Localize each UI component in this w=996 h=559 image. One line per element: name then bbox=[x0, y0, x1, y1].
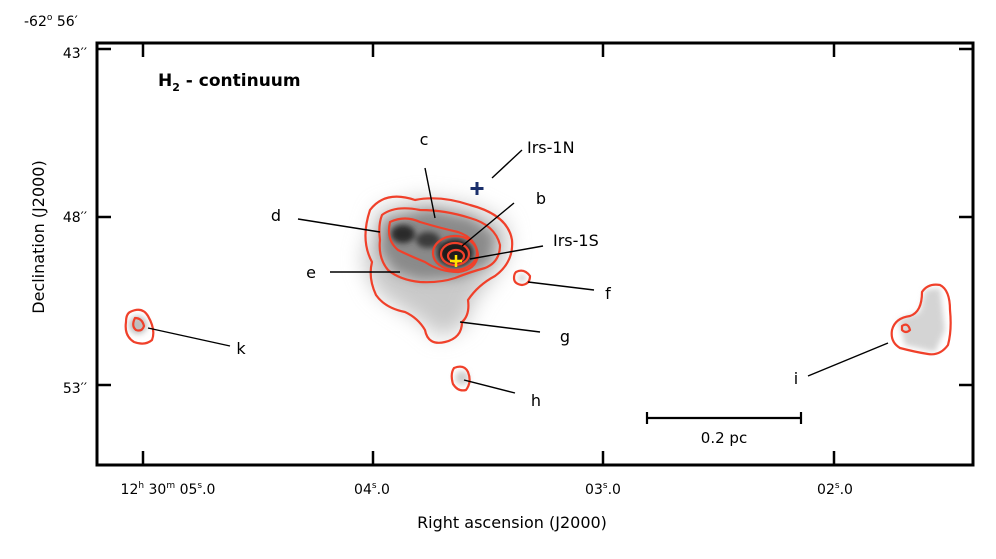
scale-bar bbox=[645, 412, 803, 424]
contour-inner bbox=[387, 217, 480, 274]
x-tick-03: 03s.0 bbox=[585, 481, 621, 498]
label-k: k bbox=[236, 339, 246, 358]
contour-i bbox=[890, 283, 952, 356]
feature-labels: c d e b Irs-1N Irs-1S f g h k i bbox=[236, 130, 798, 410]
label-d: d bbox=[271, 206, 281, 225]
label-irs1s: Irs-1S bbox=[553, 231, 599, 250]
contour-mid bbox=[378, 207, 502, 284]
plot-frame bbox=[95, 41, 975, 467]
contour-i-inner bbox=[900, 323, 912, 334]
y-tick-53: 53′′ bbox=[63, 381, 87, 397]
contour-k bbox=[124, 308, 155, 345]
x-tick-02: 02s.0 bbox=[817, 481, 853, 498]
y-tick-43: 43′′ bbox=[63, 46, 87, 62]
contour-k-inner bbox=[132, 316, 146, 332]
label-h: h bbox=[531, 391, 541, 410]
irs1s-marker bbox=[450, 255, 462, 267]
x-axis-label: Right ascension (J2000) bbox=[417, 513, 607, 532]
panel-title: H2 - continuum bbox=[158, 71, 301, 94]
x-tick-05: 12h 30m 05s.0 bbox=[121, 481, 216, 498]
contour-f bbox=[512, 269, 532, 287]
axis-ticks bbox=[97, 43, 973, 465]
dec-top-label: -62o 56′ bbox=[24, 13, 78, 30]
contour-h bbox=[450, 365, 471, 392]
label-f: f bbox=[605, 284, 611, 303]
y-axis-label: Declination (J2000) bbox=[29, 160, 48, 313]
x-tick-04: 04s.0 bbox=[354, 481, 390, 498]
scale-bar-label: 0.2 pc bbox=[701, 429, 747, 447]
label-g: g bbox=[560, 327, 570, 346]
contour-core-1 bbox=[431, 234, 479, 272]
y-tick-48: 48′′ bbox=[63, 210, 87, 226]
label-b: b bbox=[536, 189, 546, 208]
label-e: e bbox=[306, 263, 316, 282]
irs1n-marker bbox=[470, 182, 484, 195]
label-i: i bbox=[794, 369, 798, 388]
label-irs1n: Irs-1N bbox=[527, 138, 575, 157]
label-c: c bbox=[420, 130, 429, 149]
leader-lines bbox=[147, 149, 889, 394]
